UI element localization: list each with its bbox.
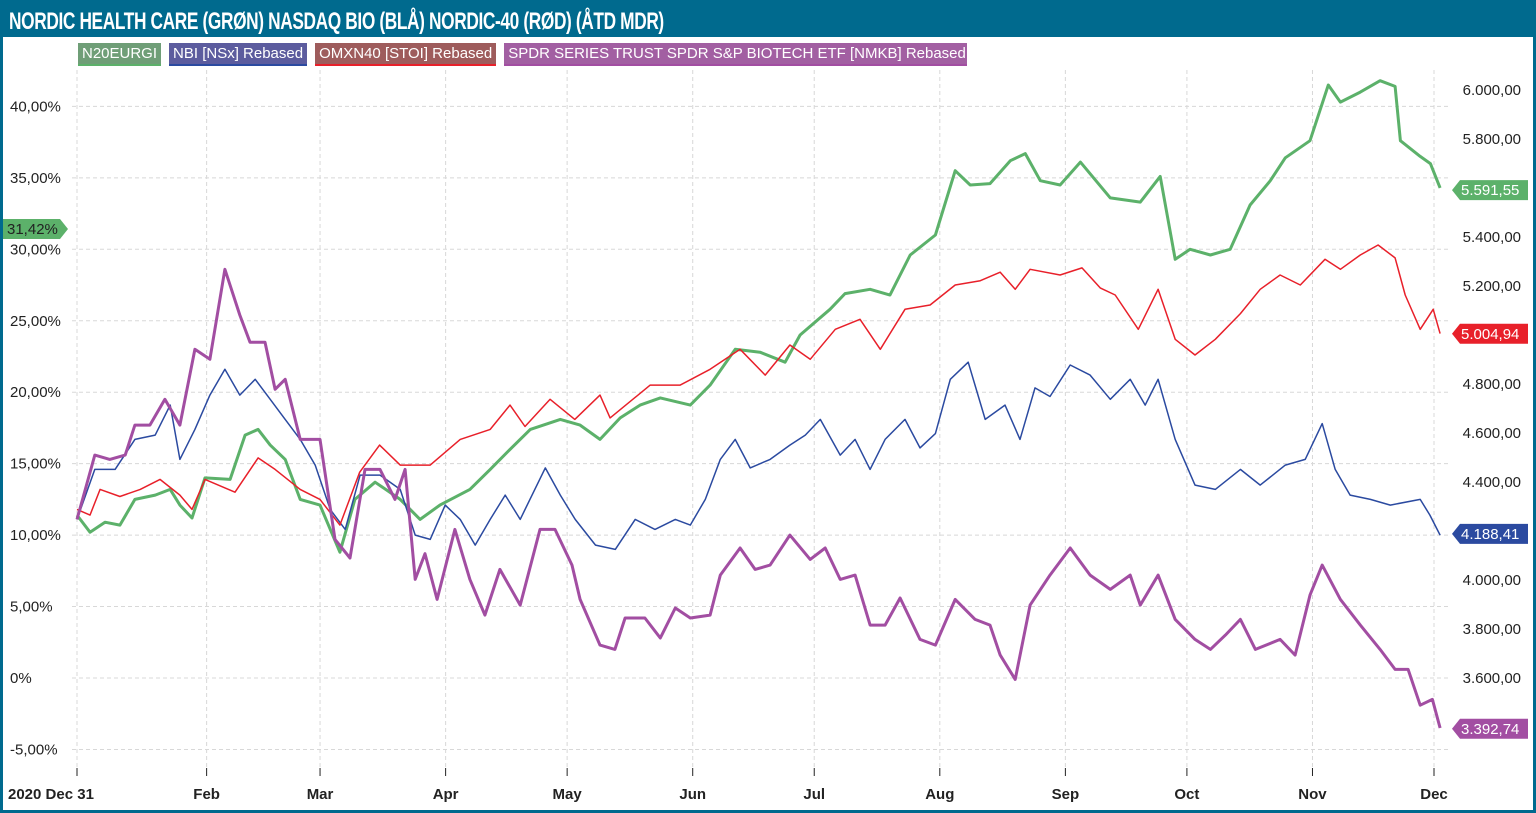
left-tick-label: 20,00% <box>10 384 61 401</box>
legend-item[interactable]: SPDR SERIES TRUST SPDR S&P BIOTECH ETF [… <box>504 43 968 66</box>
right-tick-label: 5.400,00 <box>1463 229 1521 246</box>
legend: N20EURGI NBI [NSx] Rebased OMXN40 [STOI] R… <box>78 43 968 66</box>
right-tick-label: 4.000,00 <box>1463 572 1521 589</box>
x-tick-label: Apr <box>433 786 459 803</box>
series-line-2 <box>76 244 1441 526</box>
right-tick-label: 5.200,00 <box>1463 278 1521 295</box>
last-value-label: 5.004,94 <box>1461 326 1519 343</box>
right-tick-label: 4.400,00 <box>1463 474 1521 491</box>
last-value-badge <box>1452 180 1528 201</box>
title-bar: NORDIC HEALTH CARE (GRØN) NASDAQ BIO (BL… <box>3 3 1533 37</box>
last-value-badge <box>1452 718 1528 739</box>
x-tick-label: Feb <box>193 786 220 803</box>
right-tick-label: 4.600,00 <box>1463 425 1521 442</box>
left-tick-label: 10,00% <box>10 527 61 544</box>
x-tick-label: Sep <box>1052 786 1080 803</box>
right-tick-label: 4.800,00 <box>1463 376 1521 393</box>
series-line-3 <box>75 267 1442 729</box>
left-tick-label: 0% <box>10 670 32 687</box>
x-tick-label: Mar <box>307 786 334 803</box>
x-tick-label: May <box>553 786 583 803</box>
right-tick-label: 5.800,00 <box>1463 131 1521 148</box>
left-tick-label: 25,00% <box>10 313 61 330</box>
x-tick-label: Jul <box>803 786 825 803</box>
x-tick-label: Jun <box>679 786 706 803</box>
x-tick-label: Oct <box>1174 786 1199 803</box>
left-value-label: 31,42% <box>7 221 58 238</box>
series-line-0 <box>75 79 1442 554</box>
left-tick-label: 5,00% <box>10 599 53 616</box>
right-tick-label: 3.600,00 <box>1463 670 1521 687</box>
last-value-label: 4.188,41 <box>1461 526 1519 543</box>
left-tick-label: 40,00% <box>10 98 61 115</box>
left-tick-label: 15,00% <box>10 456 61 473</box>
last-value-badge <box>1452 523 1528 544</box>
left-value-badge <box>3 219 68 239</box>
x-tick-label: Dec <box>1420 786 1448 803</box>
legend-item[interactable]: OMXN40 [STOI] Rebased <box>315 43 497 66</box>
right-tick-label: 6.000,00 <box>1463 82 1521 99</box>
last-value-badge <box>1452 323 1528 344</box>
legend-item[interactable]: NBI [NSx] Rebased <box>169 43 308 66</box>
legend-item[interactable]: N20EURGI <box>78 43 162 66</box>
last-value-label: 5.591,55 <box>1461 182 1519 199</box>
x-tick-label: Nov <box>1298 786 1327 803</box>
right-tick-label: 3.800,00 <box>1463 621 1521 638</box>
series-line-1 <box>76 361 1441 551</box>
x-tick-label: 2020 Dec 31 <box>8 786 94 803</box>
left-tick-label: 35,00% <box>10 170 61 187</box>
x-tick-label: Aug <box>925 786 954 803</box>
left-tick-label: 30,00% <box>10 241 61 258</box>
last-value-label: 3.392,74 <box>1461 721 1519 738</box>
left-tick-label: -5,00% <box>10 741 58 758</box>
chart-title: NORDIC HEALTH CARE (GRØN) NASDAQ BIO (BL… <box>9 8 664 35</box>
